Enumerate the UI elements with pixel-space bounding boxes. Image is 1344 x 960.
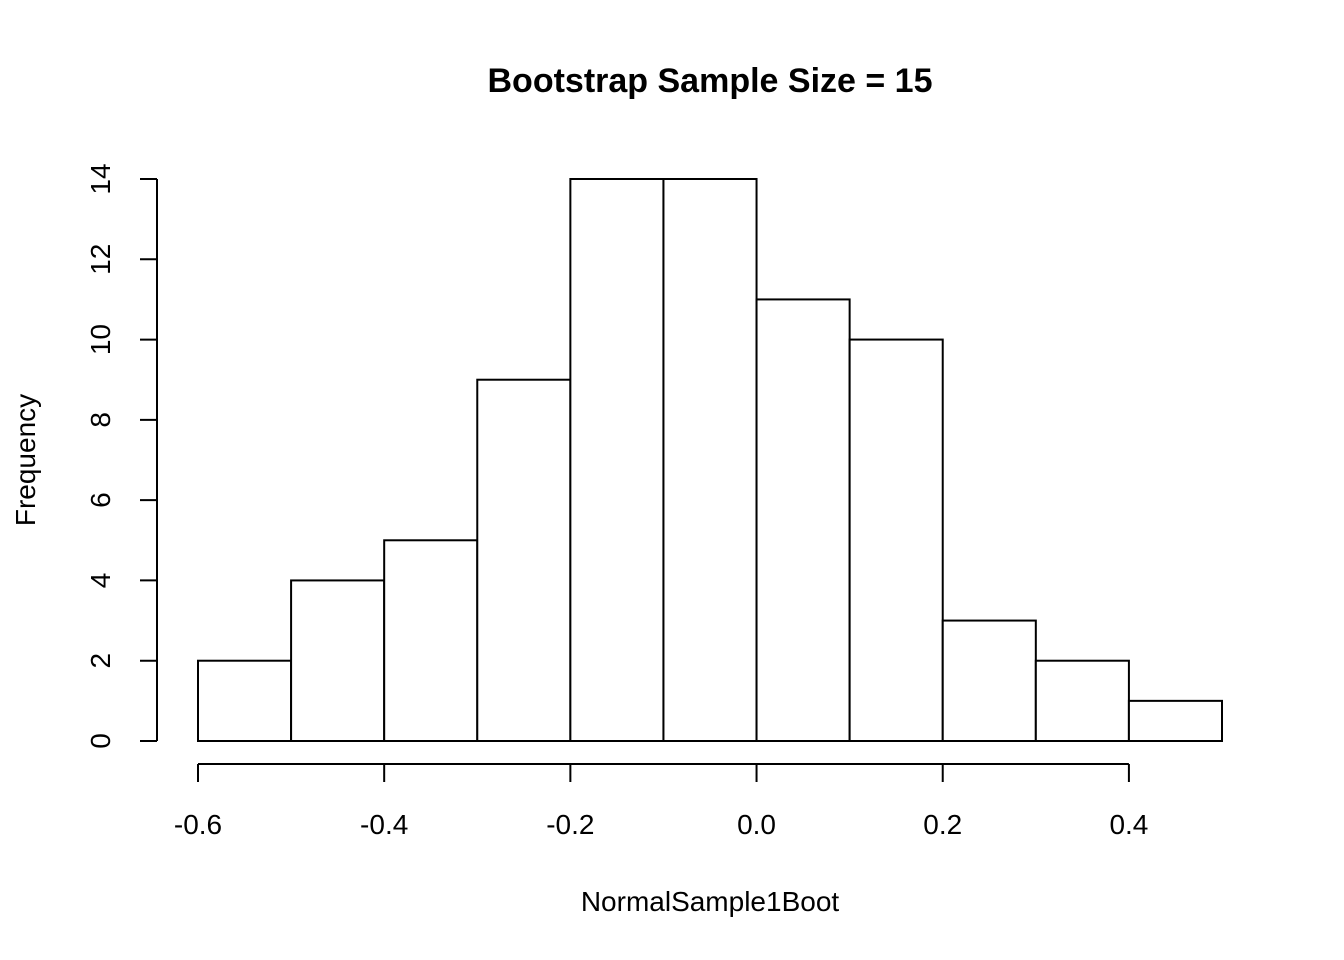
- x-tick-label: -0.6: [174, 809, 222, 840]
- x-axis: -0.6 -0.4 -0.2 0.0 0.2 0.4: [174, 763, 1148, 840]
- histogram-bar: [569, 178, 665, 742]
- y-tick-label: 14: [85, 163, 116, 194]
- y-tick-label: 0: [85, 733, 116, 749]
- chart-title: Bootstrap Sample Size = 15: [488, 62, 933, 100]
- y-tick-label: 10: [85, 324, 116, 355]
- x-tick-label: 0.2: [923, 809, 962, 840]
- histogram-bar: [197, 659, 293, 743]
- y-tick-label: 4: [85, 573, 116, 589]
- histogram-bar: [1127, 699, 1223, 742]
- x-axis-label: NormalSample1Boot: [581, 886, 840, 917]
- histogram-bar: [755, 298, 851, 742]
- y-tick-label: 12: [85, 244, 116, 275]
- bars-group: [197, 178, 1223, 743]
- histogram-bar: [662, 178, 758, 742]
- y-axis-label: Frequency: [10, 394, 41, 526]
- x-tick-label: -0.2: [546, 809, 594, 840]
- y-axis: 0 2 4 6 8 10 12 14: [85, 163, 158, 749]
- y-tick-label: 6: [85, 492, 116, 508]
- x-tick-label: -0.4: [360, 809, 408, 840]
- histogram-bar: [476, 378, 572, 742]
- histogram-bar: [1034, 659, 1130, 743]
- histogram-bar: [941, 619, 1037, 742]
- histogram-bar: [290, 579, 386, 743]
- y-tick-label: 8: [85, 412, 116, 428]
- y-tick-label: 2: [85, 653, 116, 669]
- histogram-bar: [383, 539, 479, 742]
- x-tick-label: 0.0: [737, 809, 776, 840]
- x-tick-label: 0.4: [1109, 809, 1148, 840]
- histogram-bar: [848, 338, 944, 742]
